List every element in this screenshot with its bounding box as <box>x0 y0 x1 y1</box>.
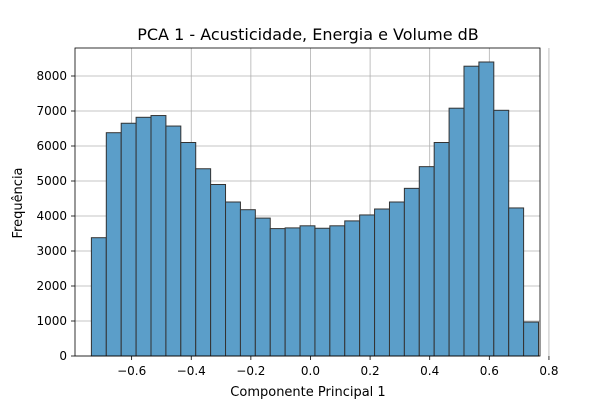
histogram-bar <box>388 201 405 357</box>
histogram-bar <box>284 227 301 357</box>
histogram-bar <box>135 116 152 357</box>
histogram-bar <box>299 225 316 357</box>
bars-layer <box>90 61 540 357</box>
x-tick-label: −0.2 <box>236 364 265 378</box>
x-tick-label: 0.2 <box>361 364 380 378</box>
histogram-bar <box>478 61 495 357</box>
y-tick-label: 4000 <box>36 209 67 223</box>
chart-title: PCA 1 - Acusticidade, Energia e Volume d… <box>137 25 479 44</box>
x-axis-label: Componente Principal 1 <box>230 385 385 400</box>
y-tick-label: 7000 <box>36 104 67 118</box>
y-tick-label: 6000 <box>36 139 67 153</box>
histogram-bar <box>210 184 227 357</box>
y-tick-label: 3000 <box>36 244 67 258</box>
histogram-bar <box>195 168 212 357</box>
y-tick-label: 5000 <box>36 174 67 188</box>
histogram-bar <box>239 209 256 357</box>
histogram-bar <box>493 109 510 357</box>
y-ticks: 0 1000 2000 3000 4000 5000 6000 7000 8000 <box>36 69 75 363</box>
x-ticks: −0.6 −0.4 −0.2 0.0 0.2 0.4 0.6 0.8 <box>117 356 558 378</box>
histogram-bar <box>523 321 540 357</box>
histogram-bar <box>314 227 331 357</box>
histogram-bar <box>90 237 107 357</box>
plot-frame <box>74 47 541 357</box>
histogram-bar <box>344 220 361 357</box>
histogram-bar <box>463 65 480 357</box>
histogram-bar <box>448 107 465 357</box>
y-tick-label: 0 <box>59 349 67 363</box>
histogram-bar <box>359 214 376 357</box>
x-tick-label: −0.6 <box>117 364 146 378</box>
histogram-bar <box>180 142 197 357</box>
x-tick-label: 0.8 <box>539 364 558 378</box>
histogram-bar <box>269 228 286 357</box>
histogram-bar <box>329 225 346 357</box>
histogram-bar <box>254 217 271 357</box>
histogram-bar <box>374 208 390 357</box>
x-tick-label: 0.6 <box>480 364 499 378</box>
histogram-bar <box>225 201 241 357</box>
x-tick-label: 0.4 <box>420 364 439 378</box>
x-tick-label: 0.0 <box>301 364 320 378</box>
y-tick-label: 1000 <box>36 314 67 328</box>
x-tick-label: −0.4 <box>177 364 206 378</box>
histogram-bar <box>120 122 137 357</box>
y-tick-label: 8000 <box>36 69 67 83</box>
histogram-bar <box>433 142 450 357</box>
histogram-bar <box>508 207 525 357</box>
histogram-bar <box>418 166 435 357</box>
histogram-bar <box>165 125 182 357</box>
y-tick-label: 2000 <box>36 279 67 293</box>
y-axis-label: Frequência <box>11 167 26 238</box>
histogram-bar <box>403 187 420 357</box>
histogram-bar <box>150 115 167 357</box>
histogram-bar <box>105 132 122 357</box>
